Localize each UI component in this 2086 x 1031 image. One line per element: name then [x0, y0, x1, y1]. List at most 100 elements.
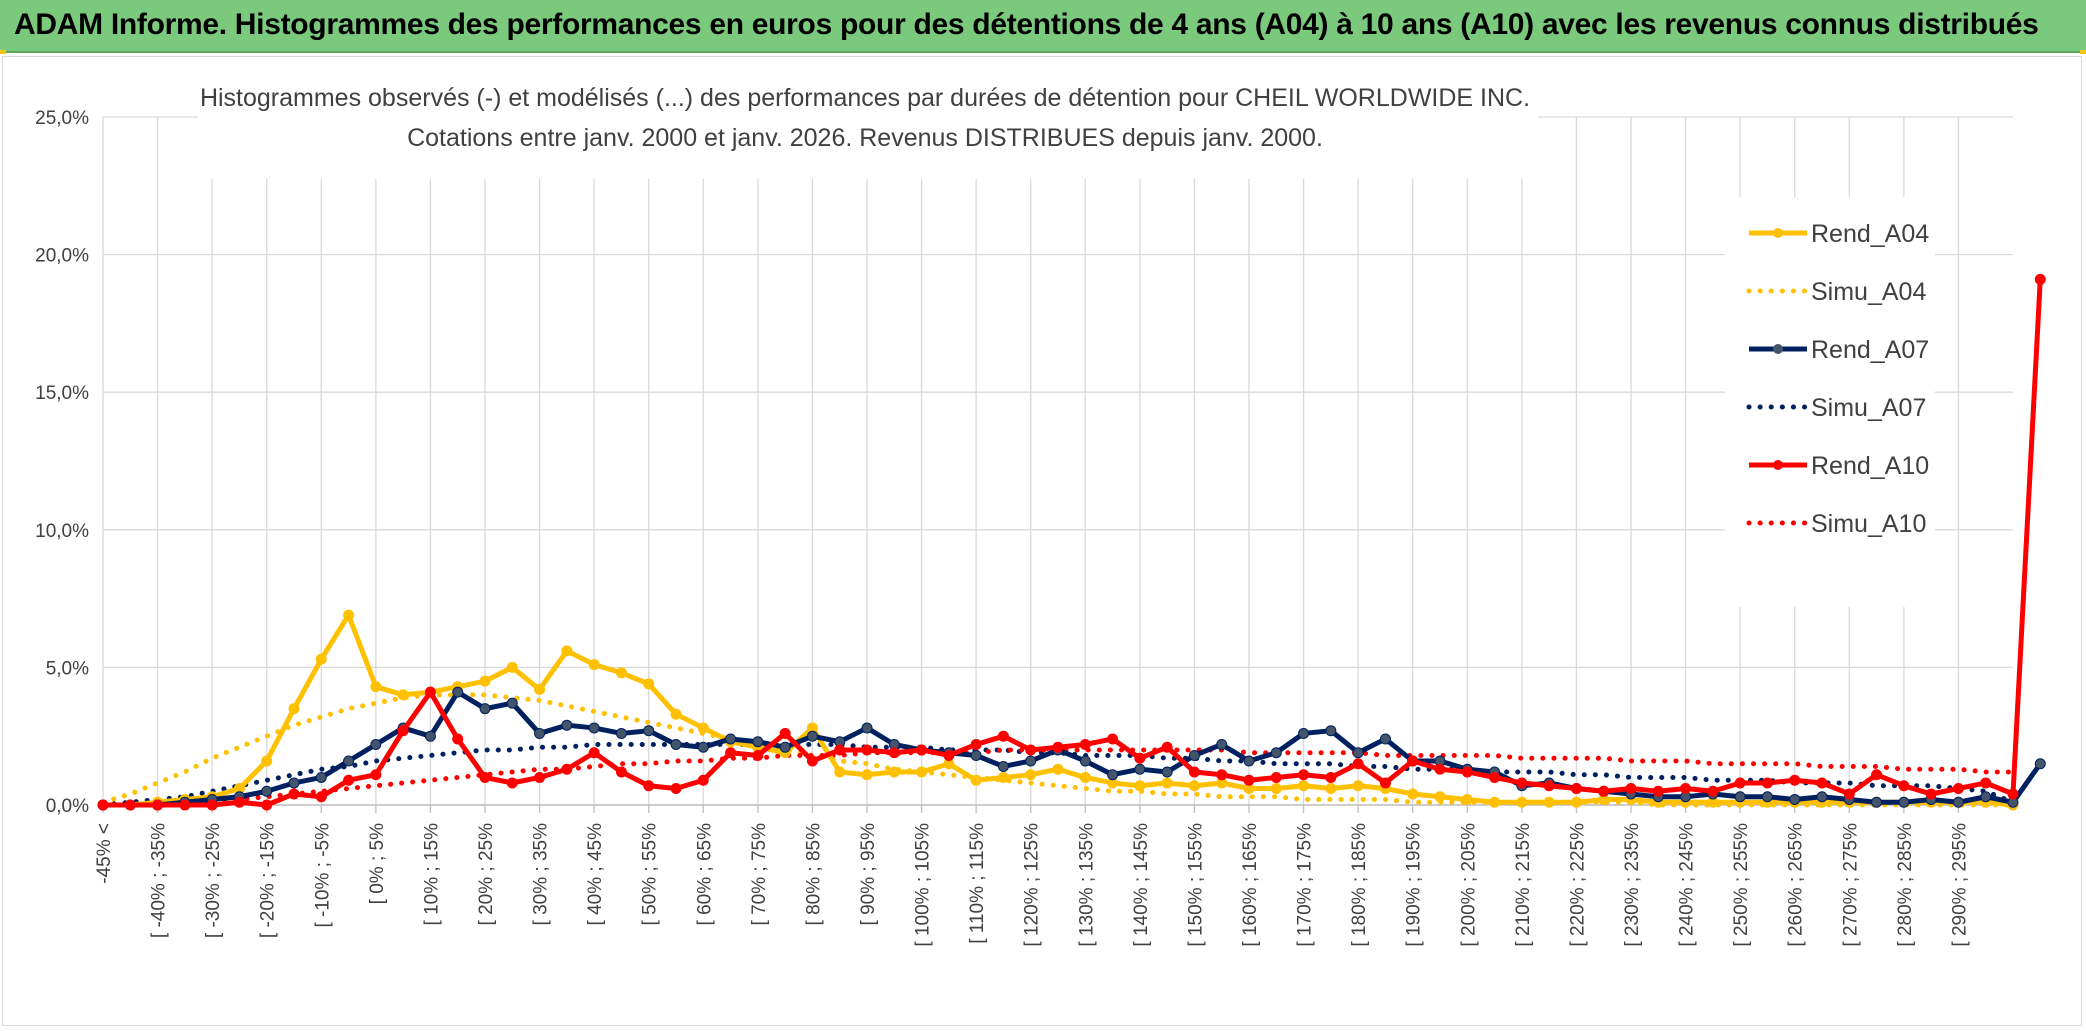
data-point-rend_a07	[806, 730, 818, 742]
x-tick-label: [ -40% ; -35%	[149, 823, 170, 938]
data-point-rend_a10	[1188, 766, 1200, 778]
data-point-rend_a04	[1188, 780, 1200, 792]
x-tick-label: [ 130% ; 135%	[1076, 823, 1097, 947]
data-point-rend_a10	[588, 747, 600, 759]
legend-marker-rend_a10	[1773, 460, 1783, 470]
data-point-rend_a04	[1025, 769, 1037, 781]
data-point-rend_a04	[288, 703, 300, 715]
data-point-rend_a10	[1325, 771, 1337, 783]
data-point-rend_a10	[1079, 738, 1091, 750]
data-point-rend_a10	[643, 780, 655, 792]
x-tick-label: [ 150% ; 155%	[1185, 823, 1206, 947]
data-point-rend_a07	[343, 755, 355, 767]
data-point-rend_a10	[452, 733, 464, 745]
data-point-rend_a04	[1161, 777, 1173, 789]
x-tick-label: [ 120% ; 125%	[1022, 823, 1043, 947]
x-tick-label: [ 180% ; 185%	[1349, 823, 1370, 947]
data-point-rend_a07	[2034, 758, 2046, 770]
data-point-rend_a07	[1079, 755, 1091, 767]
x-tick-label: [ 200% ; 205%	[1458, 823, 1479, 947]
legend-label-simu_a04: Simu_A04	[1811, 278, 1926, 306]
data-point-rend_a10	[1516, 777, 1528, 789]
data-point-rend_a10	[943, 749, 955, 761]
data-point-rend_a10	[670, 782, 682, 794]
data-point-rend_a07	[779, 741, 791, 753]
data-point-rend_a04	[888, 766, 900, 778]
data-point-rend_a10	[1543, 780, 1555, 792]
data-point-rend_a04	[1407, 788, 1419, 800]
data-point-rend_a07	[1270, 747, 1282, 759]
data-point-rend_a07	[315, 771, 327, 783]
data-point-rend_a07	[1734, 791, 1746, 803]
data-point-rend_a04	[1298, 780, 1310, 792]
data-point-rend_a07	[1761, 791, 1773, 803]
x-tick-label: [ 40% ; 45%	[585, 823, 606, 926]
data-point-rend_a04	[1516, 796, 1528, 808]
data-point-rend_a10	[1134, 752, 1146, 764]
x-tick-label: [ 240% ; 245%	[1677, 823, 1698, 947]
x-tick-label: [ -10% ; -5%	[312, 823, 333, 928]
data-point-rend_a10	[779, 727, 791, 739]
data-point-rend_a04	[561, 645, 573, 657]
data-point-rend_a07	[288, 777, 300, 789]
data-point-rend_a07	[588, 722, 600, 734]
data-point-rend_a04	[1079, 771, 1091, 783]
x-tick-label: [ 230% ; 235%	[1622, 823, 1643, 947]
data-point-rend_a10	[1652, 785, 1664, 797]
x-tick-label: [ 60% ; 65%	[694, 823, 715, 926]
x-tick-label: [ 110% ; 115%	[967, 823, 988, 944]
data-point-rend_a10	[1489, 771, 1501, 783]
title-background	[198, 75, 1538, 179]
data-point-rend_a07	[752, 736, 764, 748]
data-point-rend_a07	[506, 697, 518, 709]
data-point-rend_a10	[315, 791, 327, 803]
data-point-rend_a10	[1434, 763, 1446, 775]
legend-marker-rend_a07	[1773, 344, 1783, 354]
data-point-rend_a07	[725, 733, 737, 745]
legend-label-rend_a07: Rend_A07	[1811, 336, 1929, 364]
y-tick-label: 25,0%	[35, 108, 89, 129]
data-point-rend_a10	[1352, 758, 1364, 770]
data-point-rend_a10	[288, 788, 300, 800]
data-point-rend_a04	[534, 683, 546, 695]
x-tick-label: [ 270% ; 275%	[1840, 823, 1861, 947]
data-point-rend_a04	[643, 678, 655, 690]
x-tick-label: [ 10% ; 15%	[421, 823, 442, 926]
banner-corner-right	[2080, 50, 2086, 54]
legend-marker-rend_a04	[1773, 228, 1783, 238]
data-point-rend_a10	[124, 799, 136, 811]
data-point-rend_a07	[1161, 766, 1173, 778]
data-point-rend_a07	[1325, 725, 1337, 737]
x-tick-label: [ 260% ; 265%	[1786, 823, 1807, 947]
x-tick-label: [ 80% ; 85%	[803, 823, 824, 926]
data-point-rend_a10	[479, 771, 491, 783]
data-point-rend_a04	[916, 766, 928, 778]
chart-frame: 0,0% 5,0% 10,0% 15,0% 20,0% 25,0% -45% < [ -40%…	[2, 56, 2082, 1026]
x-tick-label: [ 190% ; 195%	[1404, 823, 1425, 947]
data-point-rend_a07	[643, 725, 655, 737]
header-title: ADAM Informe. Histogrammes des performan…	[14, 8, 2039, 41]
x-tick-label: [ 50% ; 55%	[640, 823, 661, 926]
data-point-rend_a10	[1980, 777, 1992, 789]
series-line-simu_a10	[100, 747, 2016, 808]
data-point-rend_a04	[1270, 782, 1282, 794]
data-point-rend_a04	[1325, 782, 1337, 794]
performance-histogram-chart: 0,0% 5,0% 10,0% 15,0% 20,0% 25,0% -45% < [ -40%…	[35, 75, 2046, 947]
data-point-rend_a07	[1188, 749, 1200, 761]
data-point-rend_a10	[1734, 777, 1746, 789]
data-point-rend_a04	[697, 722, 709, 734]
data-point-rend_a04	[997, 771, 1009, 783]
data-point-rend_a10	[1216, 769, 1228, 781]
data-point-rend_a04	[1461, 793, 1473, 805]
data-point-rend_a10	[233, 796, 245, 808]
data-point-rend_a07	[1816, 791, 1828, 803]
x-tick-label: -45% <	[94, 823, 115, 884]
data-point-rend_a04	[834, 766, 846, 778]
x-tick-label: [ 250% ; 255%	[1731, 823, 1752, 947]
data-point-rend_a10	[179, 799, 191, 811]
x-tick-label: [ 170% ; 175%	[1295, 823, 1316, 947]
data-point-rend_a10	[888, 747, 900, 759]
data-point-rend_a10	[506, 777, 518, 789]
data-point-rend_a07	[1352, 747, 1364, 759]
data-point-rend_a04	[861, 769, 873, 781]
